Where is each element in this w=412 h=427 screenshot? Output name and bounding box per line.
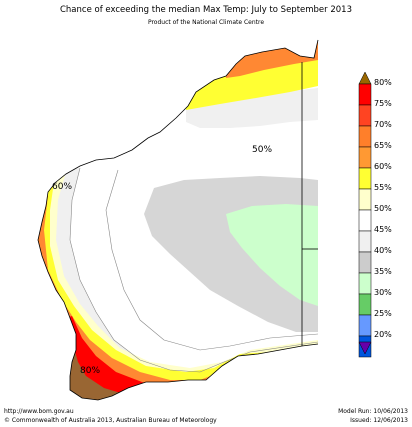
legend-label: 45% — [374, 225, 392, 234]
legend-swatch — [358, 188, 372, 211]
band-eighty — [60, 340, 124, 400]
legend-label: 55% — [374, 183, 392, 192]
footer-issued: Issued: 12/06/2013 — [350, 417, 408, 424]
band-thirty-five — [226, 204, 318, 306]
legend — [358, 72, 372, 358]
legend-swatch — [358, 293, 372, 316]
legend-label: 25% — [374, 309, 392, 318]
coastline — [37, 39, 319, 401]
legend-label: 80% — [374, 78, 392, 87]
legend-label: 60% — [374, 162, 392, 171]
legend-swatch — [358, 209, 372, 232]
legend-label: 70% — [374, 120, 392, 129]
legend-label: 40% — [374, 246, 392, 255]
legend-swatch — [358, 251, 372, 274]
label-sixty: 60% — [52, 182, 73, 192]
label-eighty: 80% — [80, 366, 101, 376]
legend-label: 50% — [374, 204, 392, 213]
label-fifty: 50% — [252, 145, 273, 155]
legend-bottom-cap — [358, 341, 372, 355]
footer-url[interactable]: http://www.bom.gov.au — [4, 408, 74, 415]
legend-label: 65% — [374, 141, 392, 150]
legend-swatch — [358, 314, 372, 337]
band-forty-five-north — [186, 88, 318, 128]
legend-label: 35% — [374, 267, 392, 276]
legend-swatch — [358, 83, 372, 106]
legend-swatch — [358, 167, 372, 190]
legend-label: 30% — [374, 288, 392, 297]
legend-label: 75% — [374, 99, 392, 108]
legend-swatch — [358, 125, 372, 148]
footer-model-run: Model Run: 10/06/2013 — [338, 408, 408, 415]
legend-swatch — [358, 272, 372, 295]
legend-swatch — [358, 230, 372, 253]
legend-label: 20% — [374, 330, 392, 339]
legend-swatch — [358, 104, 372, 127]
legend-swatch — [358, 146, 372, 169]
map-title: Chance of exceeding the median Max Temp:… — [59, 5, 352, 15]
legend-top-cap — [358, 72, 372, 85]
map-subtitle: Product of the National Climate Centre — [147, 19, 265, 26]
footer-copyright: © Commonwealth of Australia 2013, Austra… — [4, 417, 217, 424]
band-sixty-north — [186, 56, 318, 110]
